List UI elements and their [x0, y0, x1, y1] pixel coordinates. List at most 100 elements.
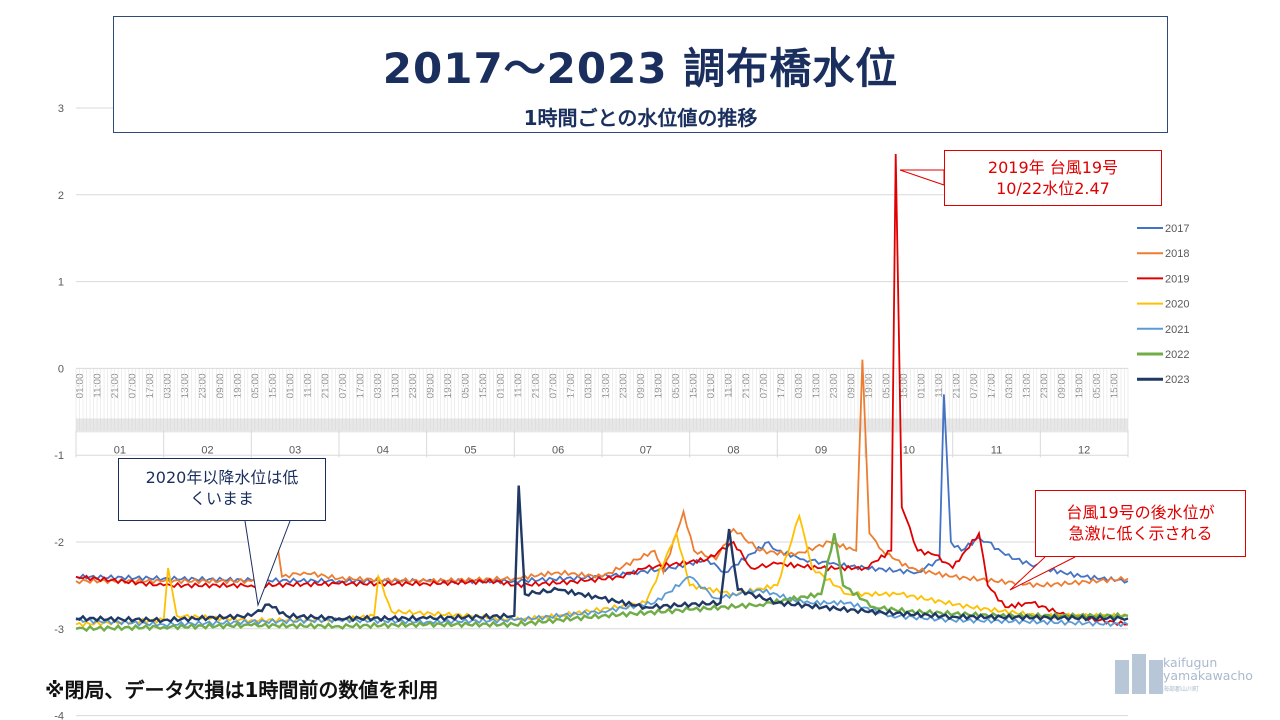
callout-line: 台風19号の後水位が: [1066, 503, 1215, 522]
hour-tick-label: 03:00: [794, 373, 805, 398]
hour-tick-label: 01:00: [285, 373, 296, 398]
y-tick-label: -2: [54, 537, 64, 549]
hour-tick-label: 05:00: [250, 373, 261, 398]
title-box: 2017～2023 調布橋水位 1時間ごとの水位値の推移: [113, 16, 1168, 133]
month-label: 05: [464, 444, 476, 456]
hour-tick-label: 13:00: [180, 373, 191, 398]
hour-tick-label: 15:00: [899, 373, 910, 398]
legend-label: 2019: [1165, 273, 1189, 285]
y-tick-label: 3: [58, 103, 64, 115]
logo: kaifugun yamakawacho 海部郡山川町: [1115, 648, 1275, 694]
hour-tick-label: 07:00: [128, 373, 139, 398]
callout-pointer: [1009, 556, 1076, 591]
hour-tick-label: 07:00: [969, 373, 980, 398]
hour-tick-label: 17:00: [776, 373, 787, 398]
hour-tick-label: 19:00: [654, 373, 665, 398]
hour-tick-label: 21:00: [531, 373, 542, 398]
hour-tick-label: 19:00: [864, 373, 875, 398]
month-label: 07: [640, 444, 652, 456]
hour-tick-label: 03:00: [163, 373, 174, 398]
logo-text: yamakawacho: [1163, 668, 1253, 683]
footnote: ※閉局、データ欠損は1時間前の数値を利用: [45, 678, 439, 702]
page-title: 2017～2023 調布橋水位: [382, 44, 899, 93]
logo-text: 海部郡山川町: [1163, 686, 1200, 693]
after-2020-callout: 2020年以降水位は低 くいまま: [118, 458, 326, 521]
hour-tick-label: 05:00: [882, 373, 893, 398]
y-tick-label: 1: [58, 277, 64, 289]
hour-tick-label: 09:00: [636, 373, 647, 398]
series-line-2018: [75, 359, 1129, 589]
hour-tick-label: 21:00: [320, 373, 331, 398]
hour-tick-label: 01:00: [496, 373, 507, 398]
hour-tick-label: 13:00: [391, 373, 402, 398]
hour-tick-label: 17:00: [145, 373, 156, 398]
hour-tick-label: 13:00: [601, 373, 612, 398]
month-label: 11: [991, 444, 1002, 456]
month-label: 10: [903, 444, 915, 456]
typhoon-peak-callout: 2019年 台風19号 10/22水位2.47: [944, 150, 1162, 206]
callout-line: 急激に低く示される: [1068, 524, 1213, 543]
legend-label: 2020: [1165, 299, 1189, 311]
callout-pointer: [244, 520, 291, 607]
hour-tick-label: 23:00: [829, 373, 840, 398]
month-label: 06: [552, 444, 564, 456]
hour-tick-label: 21:00: [741, 373, 752, 398]
y-tick-label: -4: [54, 711, 64, 720]
legend-label: 2022: [1165, 349, 1189, 361]
legend-label: 2018: [1165, 248, 1189, 260]
hour-tick-label: 17:00: [987, 373, 998, 398]
month-label: 12: [1078, 444, 1090, 456]
after-typhoon-callout: 台風19号の後水位が 急激に低く示される: [1035, 490, 1246, 557]
legend-label: 2021: [1165, 324, 1189, 336]
hour-tick-label: 07:00: [548, 373, 559, 398]
hour-tick-label: 11:00: [513, 373, 524, 398]
hour-tick-label: 15:00: [268, 373, 279, 398]
hour-tick-label: 11:00: [93, 373, 104, 398]
hour-tick-label: 15:00: [1109, 373, 1120, 398]
month-label: 02: [201, 444, 213, 456]
callout-line: 2019年 台風19号: [987, 158, 1119, 177]
hour-tick-label: 09:00: [846, 373, 857, 398]
hour-tick-label: 03:00: [1004, 373, 1015, 398]
hour-tick-label: 17:00: [566, 373, 577, 398]
y-tick-label: 0: [58, 363, 64, 375]
callout-line: 10/22水位2.47: [996, 179, 1110, 198]
month-label: 09: [815, 444, 827, 456]
y-tick-label: -3: [54, 624, 64, 636]
hour-tick-label: 15:00: [478, 373, 489, 398]
hour-tick-label: 11:00: [303, 373, 314, 398]
hour-tick-label: 21:00: [110, 373, 121, 398]
hour-tick-label: 13:00: [811, 373, 822, 398]
hour-tick-label: 01:00: [706, 373, 717, 398]
month-label: 03: [289, 444, 301, 456]
hour-tick-label: 07:00: [759, 373, 770, 398]
hour-tick-label: 23:00: [198, 373, 209, 398]
hour-tick-label: 13:00: [1022, 373, 1033, 398]
page-subtitle: 1時間ごとの水位値の推移: [523, 106, 758, 130]
callout-line: くいまま: [189, 489, 254, 508]
legend-label: 2017: [1165, 223, 1189, 235]
month-label: 04: [377, 444, 389, 456]
month-label: 08: [727, 444, 739, 456]
hour-tick-label: 05:00: [1092, 373, 1103, 398]
y-tick-label: -1: [54, 450, 64, 462]
hour-tick-label: 19:00: [443, 373, 454, 398]
legend-label: 2023: [1165, 374, 1189, 386]
hour-tick-label: 01:00: [917, 373, 928, 398]
month-label: 01: [114, 444, 126, 456]
callout-line: 2020年以降水位は低: [145, 468, 299, 487]
hour-tick-label: 23:00: [1039, 373, 1050, 398]
day-label-band: [76, 418, 1128, 433]
hour-tick-label: 03:00: [583, 373, 594, 398]
series-line-2019: [75, 153, 1129, 627]
hour-tick-label: 09:00: [1057, 373, 1068, 398]
hour-tick-label: 07:00: [338, 373, 349, 398]
hour-tick-label: 03:00: [373, 373, 384, 398]
hour-tick-label: 09:00: [215, 373, 226, 398]
hour-tick-label: 09:00: [426, 373, 437, 398]
series-line-2020: [75, 513, 1129, 628]
logo-text: kaifugun: [1163, 655, 1218, 670]
callout-pointer: [899, 169, 945, 186]
hour-tick-label: 21:00: [952, 373, 963, 398]
